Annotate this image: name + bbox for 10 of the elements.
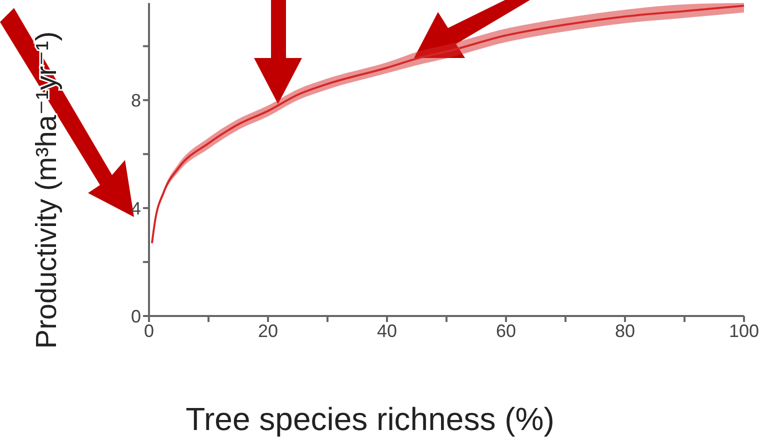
- x-tick-label: 60: [496, 320, 516, 341]
- x-axis-title: Tree species richness (%): [186, 401, 554, 437]
- x-tick-label: 100: [728, 320, 760, 341]
- y-tick-label: 0: [130, 306, 141, 326]
- x-tick-label: 80: [614, 320, 636, 341]
- x-tick-label: 20: [258, 320, 278, 341]
- y-axis-title: Productivity (m³ha⁻¹yr⁻¹): [31, 31, 63, 349]
- x-tick-label: 40: [376, 320, 398, 341]
- y-tick-label: 8: [130, 90, 141, 111]
- x-tick-label: 0: [144, 320, 154, 341]
